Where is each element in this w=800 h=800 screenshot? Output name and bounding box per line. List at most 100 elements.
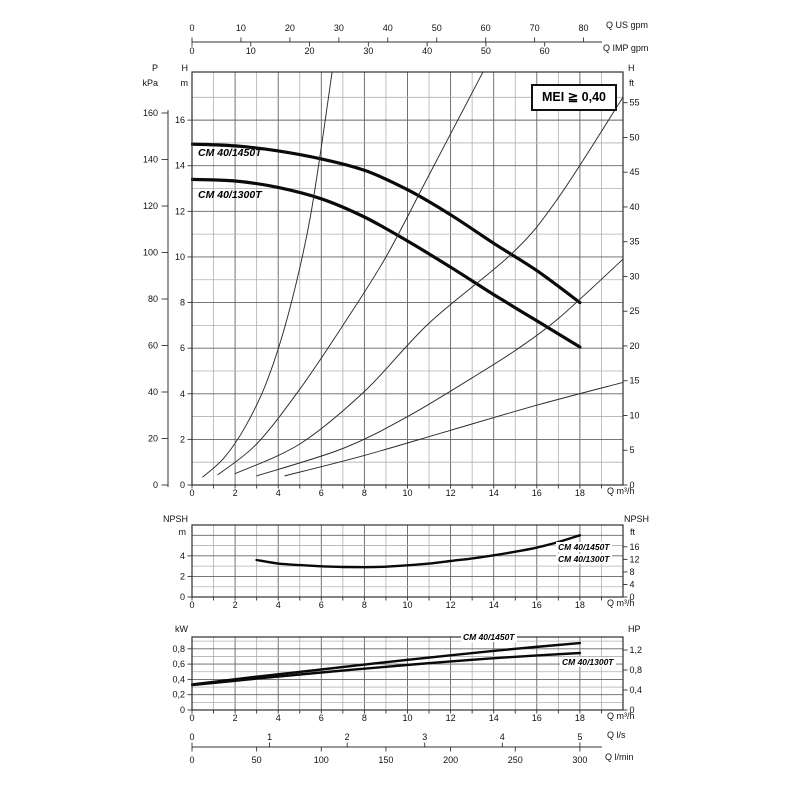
tick-label: 5 (577, 732, 582, 742)
tick-label: 16 (175, 115, 185, 125)
tick-label: 4 (276, 713, 281, 723)
q-m3h-label-power: Q m³/h (607, 711, 635, 721)
head-curve-label-1300: CM 40/1300T (198, 189, 262, 201)
hp-axis-title: HP (628, 624, 641, 634)
head-iso-curve (284, 381, 624, 477)
tick-label: 120 (143, 201, 158, 211)
tick-label: 25 (630, 306, 640, 316)
tick-label: 300 (572, 755, 587, 765)
tick-label: 55 (630, 98, 640, 108)
tick-label: 16 (532, 488, 542, 498)
kw-axis-title: kW (175, 624, 188, 634)
tick-label: 30 (334, 23, 344, 33)
head-grid (192, 72, 623, 485)
tick-label: 0 (630, 592, 635, 602)
tick-label: 12 (446, 713, 456, 723)
tick-label: 40 (148, 387, 158, 397)
mei-badge: MEI ≧ 0,40 (531, 84, 617, 111)
curve-CM-40-1300T (191, 651, 582, 687)
tick-label: 0 (180, 592, 185, 602)
kpa-axis-unit: kPa (142, 78, 158, 88)
tick-label: 30 (630, 271, 640, 281)
tick-label: 160 (143, 108, 158, 118)
tick-label: 4 (276, 600, 281, 610)
h-axis-title: H (181, 63, 189, 73)
tick-label: 8 (180, 298, 185, 308)
head-chart: 0 2 4 6 8 10 12 14 16 180246810121416020406080100… (143, 71, 640, 498)
tick-label: 60 (148, 341, 158, 351)
tick-label: 4 (276, 488, 281, 498)
tick-label: 0,6 (172, 659, 185, 669)
tick-label: 18 (575, 713, 585, 723)
tick-label: 2 (233, 600, 238, 610)
top-flow-scales: 0 10 20 30 40 50 60 70 80 0 10 20 30 40 50 60 (189, 23, 602, 56)
tick-label: 6 (180, 343, 185, 353)
tick-label: 35 (630, 237, 640, 247)
npsh-right-axis-title: NPSH (624, 514, 650, 524)
tick-label: 18 (575, 600, 585, 610)
tick-label: 12 (446, 600, 456, 610)
tick-label: 0 (153, 480, 158, 490)
tick-label: 40 (630, 202, 640, 212)
npsh-right-axis-unit-ft: ft (630, 527, 636, 537)
tick-label: 60 (481, 23, 491, 33)
tick-label: 45 (630, 167, 640, 177)
bottom-flow-scales: 0 1 2 3 4 50 50 100 150 200 250 300 (189, 732, 602, 765)
tick-label: 14 (175, 161, 185, 171)
power-curve-label-1300: CM 40/1300T (560, 657, 616, 667)
tick-label: 10 (402, 713, 412, 723)
head-iso-curve (202, 71, 333, 478)
q-imp-gpm-label: Q IMP gpm (603, 43, 649, 53)
head-iso-curve (256, 258, 624, 477)
tick-label: 8 (630, 567, 635, 577)
tick-label: 100 (314, 755, 329, 765)
tick-label: 40 (422, 46, 432, 56)
tick-label: 18 (575, 488, 585, 498)
curve-CM-40-1450T (191, 142, 582, 305)
tick-label: 12 (446, 488, 456, 498)
tick-label: 16 (630, 542, 640, 552)
tick-label: 12 (175, 206, 185, 216)
tick-label: 0 (189, 46, 194, 56)
tick-label: 250 (508, 755, 523, 765)
head-iso-curve (234, 96, 624, 475)
head-curve-label-1450: CM 40/1450T (198, 147, 262, 159)
tick-label: 20 (630, 341, 640, 351)
tick-label: 8 (362, 488, 367, 498)
tick-label: 0,8 (172, 644, 185, 654)
tick-label: 150 (378, 755, 393, 765)
tick-label: 20 (305, 46, 315, 56)
tick-label: 16 (532, 713, 542, 723)
h-axis-unit-m: m (180, 78, 189, 88)
head-iso-curve (217, 71, 484, 476)
q-lmin-label: Q l/min (605, 752, 634, 762)
npsh-curve-label-1450: CM 40/1450T (556, 542, 612, 552)
tick-label: 0 (180, 705, 185, 715)
tick-label: 70 (530, 23, 540, 33)
tick-label: 3 (422, 732, 427, 742)
tick-label: 1,2 (630, 645, 643, 655)
tick-label: 50 (252, 755, 262, 765)
power-chart: 0 2 4 6 8 10 12 14 16 18 0 0,2 0,4 0,6 0,8 0 0,4 0,8 1,2 (172, 636, 643, 723)
tick-label: 0 (180, 480, 185, 490)
npsh-curves (255, 534, 582, 569)
npsh-axis-unit-m: m (178, 527, 187, 537)
power-curves (191, 641, 582, 687)
tick-label: 140 (143, 155, 158, 165)
tick-label: 2 (345, 732, 350, 742)
tick-label: 12 (630, 554, 640, 564)
tick-label: 0 (189, 23, 194, 33)
tick-label: 60 (540, 46, 550, 56)
tick-label: 4 (630, 579, 635, 589)
tick-label: 5 (630, 445, 635, 455)
tick-label: 30 (363, 46, 373, 56)
tick-label: 2 (180, 434, 185, 444)
tick-label: 14 (489, 600, 499, 610)
tick-label: 80 (579, 23, 589, 33)
tick-label: 0 (189, 755, 194, 765)
npsh-chart: 0 2 4 6 8 10 12 14 16 18 0 2 4 0 4 8 12 16 (180, 524, 640, 610)
tick-label: 4 (180, 389, 185, 399)
tick-label: 50 (630, 132, 640, 142)
tick-label: 200 (443, 755, 458, 765)
